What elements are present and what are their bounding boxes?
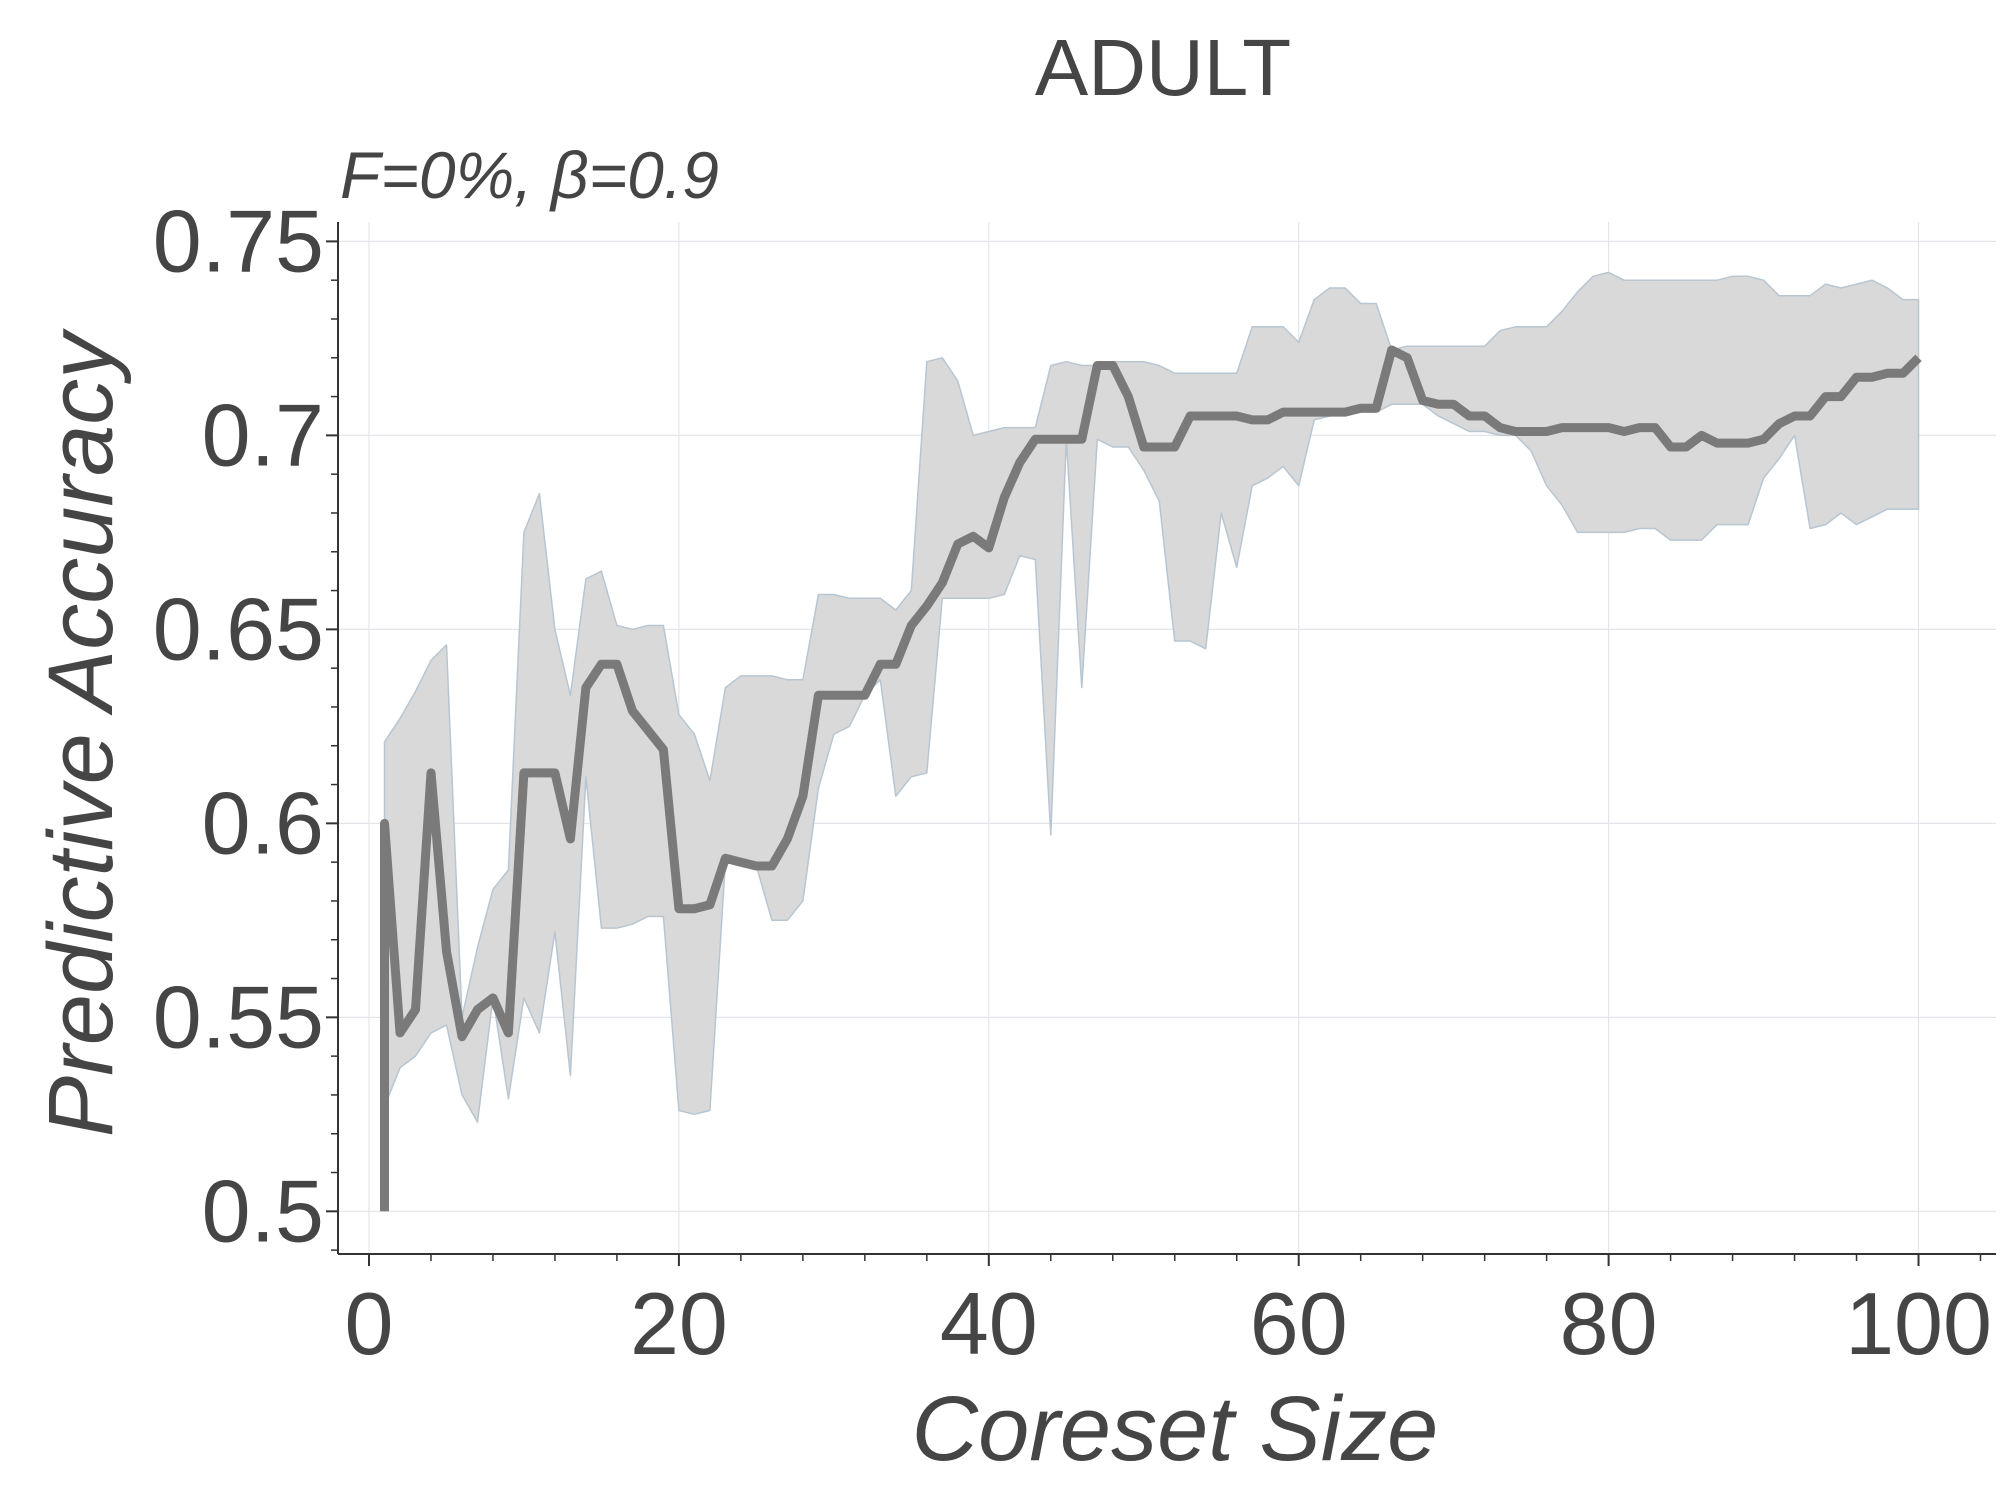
y-tick-label: 0.7 — [202, 385, 324, 484]
y-tick-label: 0.5 — [202, 1161, 324, 1260]
y-tick-label: 0.55 — [153, 967, 324, 1066]
chart-subtitle: F=0%, β=0.9 — [340, 138, 719, 212]
x-tick-label: 100 — [1845, 1274, 1992, 1373]
confidence-band — [383, 271, 1920, 1213]
y-tick-label: 0.6 — [202, 773, 324, 872]
x-axis-label: Coreset Size — [912, 1378, 1439, 1480]
x-tick-label: 0 — [345, 1274, 394, 1373]
y-tick-label: 0.65 — [153, 579, 324, 678]
y-axis-label: Predictive Accuracy — [30, 328, 132, 1137]
mean-accuracy-line — [380, 345, 1922, 1212]
confidence-band-layer — [383, 271, 1920, 1213]
x-tick-label: 60 — [1250, 1274, 1348, 1373]
x-tick-label: 80 — [1560, 1274, 1658, 1373]
tick-labels: 0 20 40 60 80 100 0.5 0.55 0.6 0.65 0.7 0.75 — [153, 191, 1992, 1373]
x-tick-label: 20 — [630, 1274, 728, 1373]
mean-line-layer — [380, 345, 1922, 1212]
chart-title: ADULT — [1035, 23, 1291, 112]
axes — [326, 222, 1996, 1266]
y-tick-label: 0.75 — [153, 191, 324, 290]
x-tick-label: 40 — [940, 1274, 1038, 1373]
